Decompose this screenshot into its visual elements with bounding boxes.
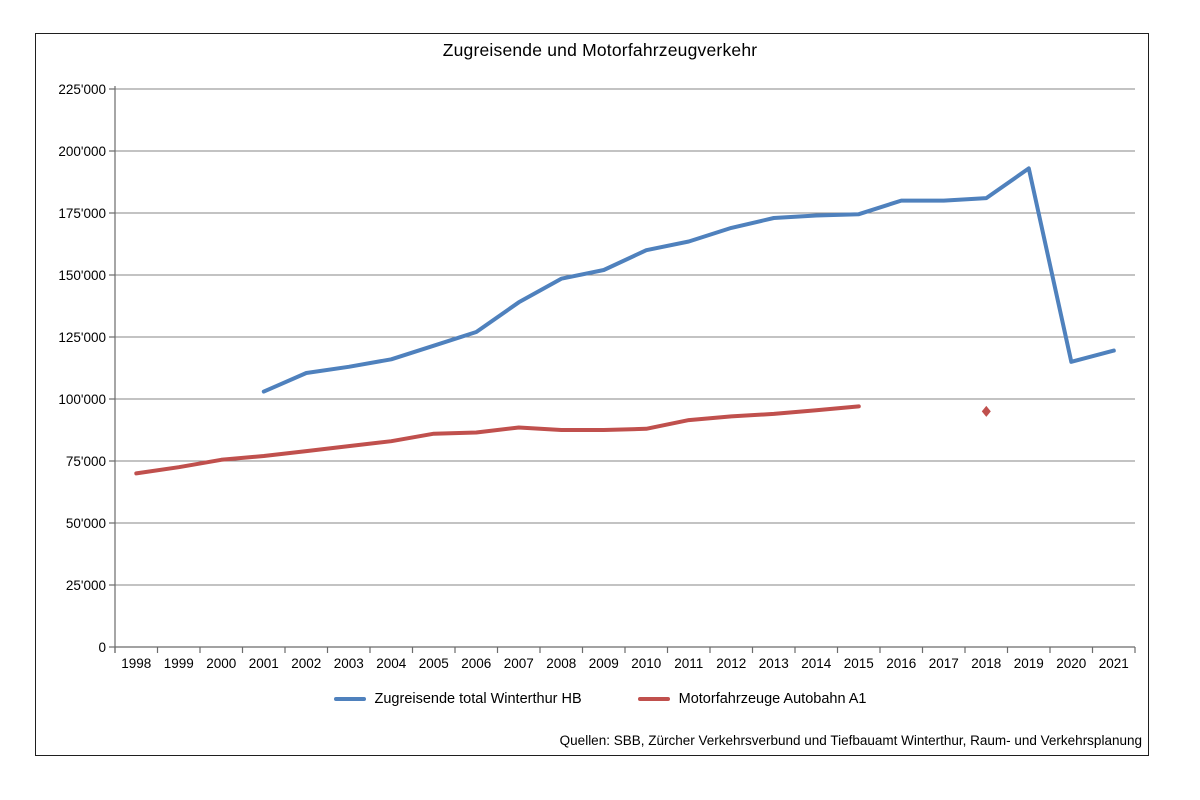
chart-title: Zugreisende und Motorfahrzeugverkehr xyxy=(442,40,758,60)
legend-label-motorfahrzeuge: Motorfahrzeuge Autobahn A1 xyxy=(678,691,867,707)
x-tick-label: 1999 xyxy=(164,656,194,671)
legend-item-zugreisende: Zugreisende total Winterthur HB xyxy=(333,691,582,707)
x-tick-label: 2011 xyxy=(674,656,703,671)
y-tick-label: 175'000 xyxy=(58,206,106,221)
y-tick-label: 225'000 xyxy=(58,82,106,97)
series-line-1 xyxy=(134,404,861,476)
x-tick-label: 2003 xyxy=(334,656,364,671)
x-tick-label: 2016 xyxy=(886,656,916,671)
y-tick-label: 50'000 xyxy=(66,516,106,531)
x-tick-label: 2006 xyxy=(461,656,491,671)
x-tick-label: 2021 xyxy=(1099,656,1129,671)
x-tick-label: 1998 xyxy=(121,656,151,671)
x-tick-label: 2013 xyxy=(759,656,789,671)
x-tick-label: 2019 xyxy=(1014,656,1044,671)
x-tick-label: 2002 xyxy=(291,656,321,671)
y-tick-label: 125'000 xyxy=(58,330,106,345)
x-tick-label: 2017 xyxy=(929,656,959,671)
x-tick-label: 2005 xyxy=(419,656,449,671)
x-tick-label: 2015 xyxy=(844,656,874,671)
x-tick-label: 2012 xyxy=(716,656,746,671)
legend-line-swatch-red xyxy=(637,696,670,702)
x-tick-label: 2018 xyxy=(971,656,1001,671)
x-tick-label: 2000 xyxy=(206,656,236,671)
series-point-diamond-1 xyxy=(981,405,991,417)
x-tick-label: 2009 xyxy=(589,656,619,671)
x-tick-label: 2007 xyxy=(504,656,534,671)
x-tick-label: 2004 xyxy=(376,656,407,671)
legend-label-zugreisende: Zugreisende total Winterthur HB xyxy=(374,691,582,707)
y-tick-label: 100'000 xyxy=(58,392,106,407)
y-tick-label: 75'000 xyxy=(66,454,106,469)
x-tick-label: 2020 xyxy=(1056,656,1086,671)
y-tick-label: 150'000 xyxy=(58,268,106,283)
legend-item-motorfahrzeuge: Motorfahrzeuge Autobahn A1 xyxy=(637,691,867,707)
x-tick-label: 2010 xyxy=(631,656,661,671)
y-tick-label: 0 xyxy=(98,640,106,655)
y-tick-label: 200'000 xyxy=(58,144,106,159)
x-tick-label: 2014 xyxy=(801,656,832,671)
y-tick-label: 25'000 xyxy=(66,578,106,593)
x-tick-label: 2001 xyxy=(249,656,279,671)
chart-legend: Zugreisende total Winterthur HB Motorfah… xyxy=(0,691,1200,707)
x-tick-label: 2008 xyxy=(546,656,576,671)
legend-line-swatch-blue xyxy=(333,696,366,702)
source-note: Quellen: SBB, Zürcher Verkehrsverbund un… xyxy=(559,733,1142,748)
series-line-0 xyxy=(261,166,1116,394)
